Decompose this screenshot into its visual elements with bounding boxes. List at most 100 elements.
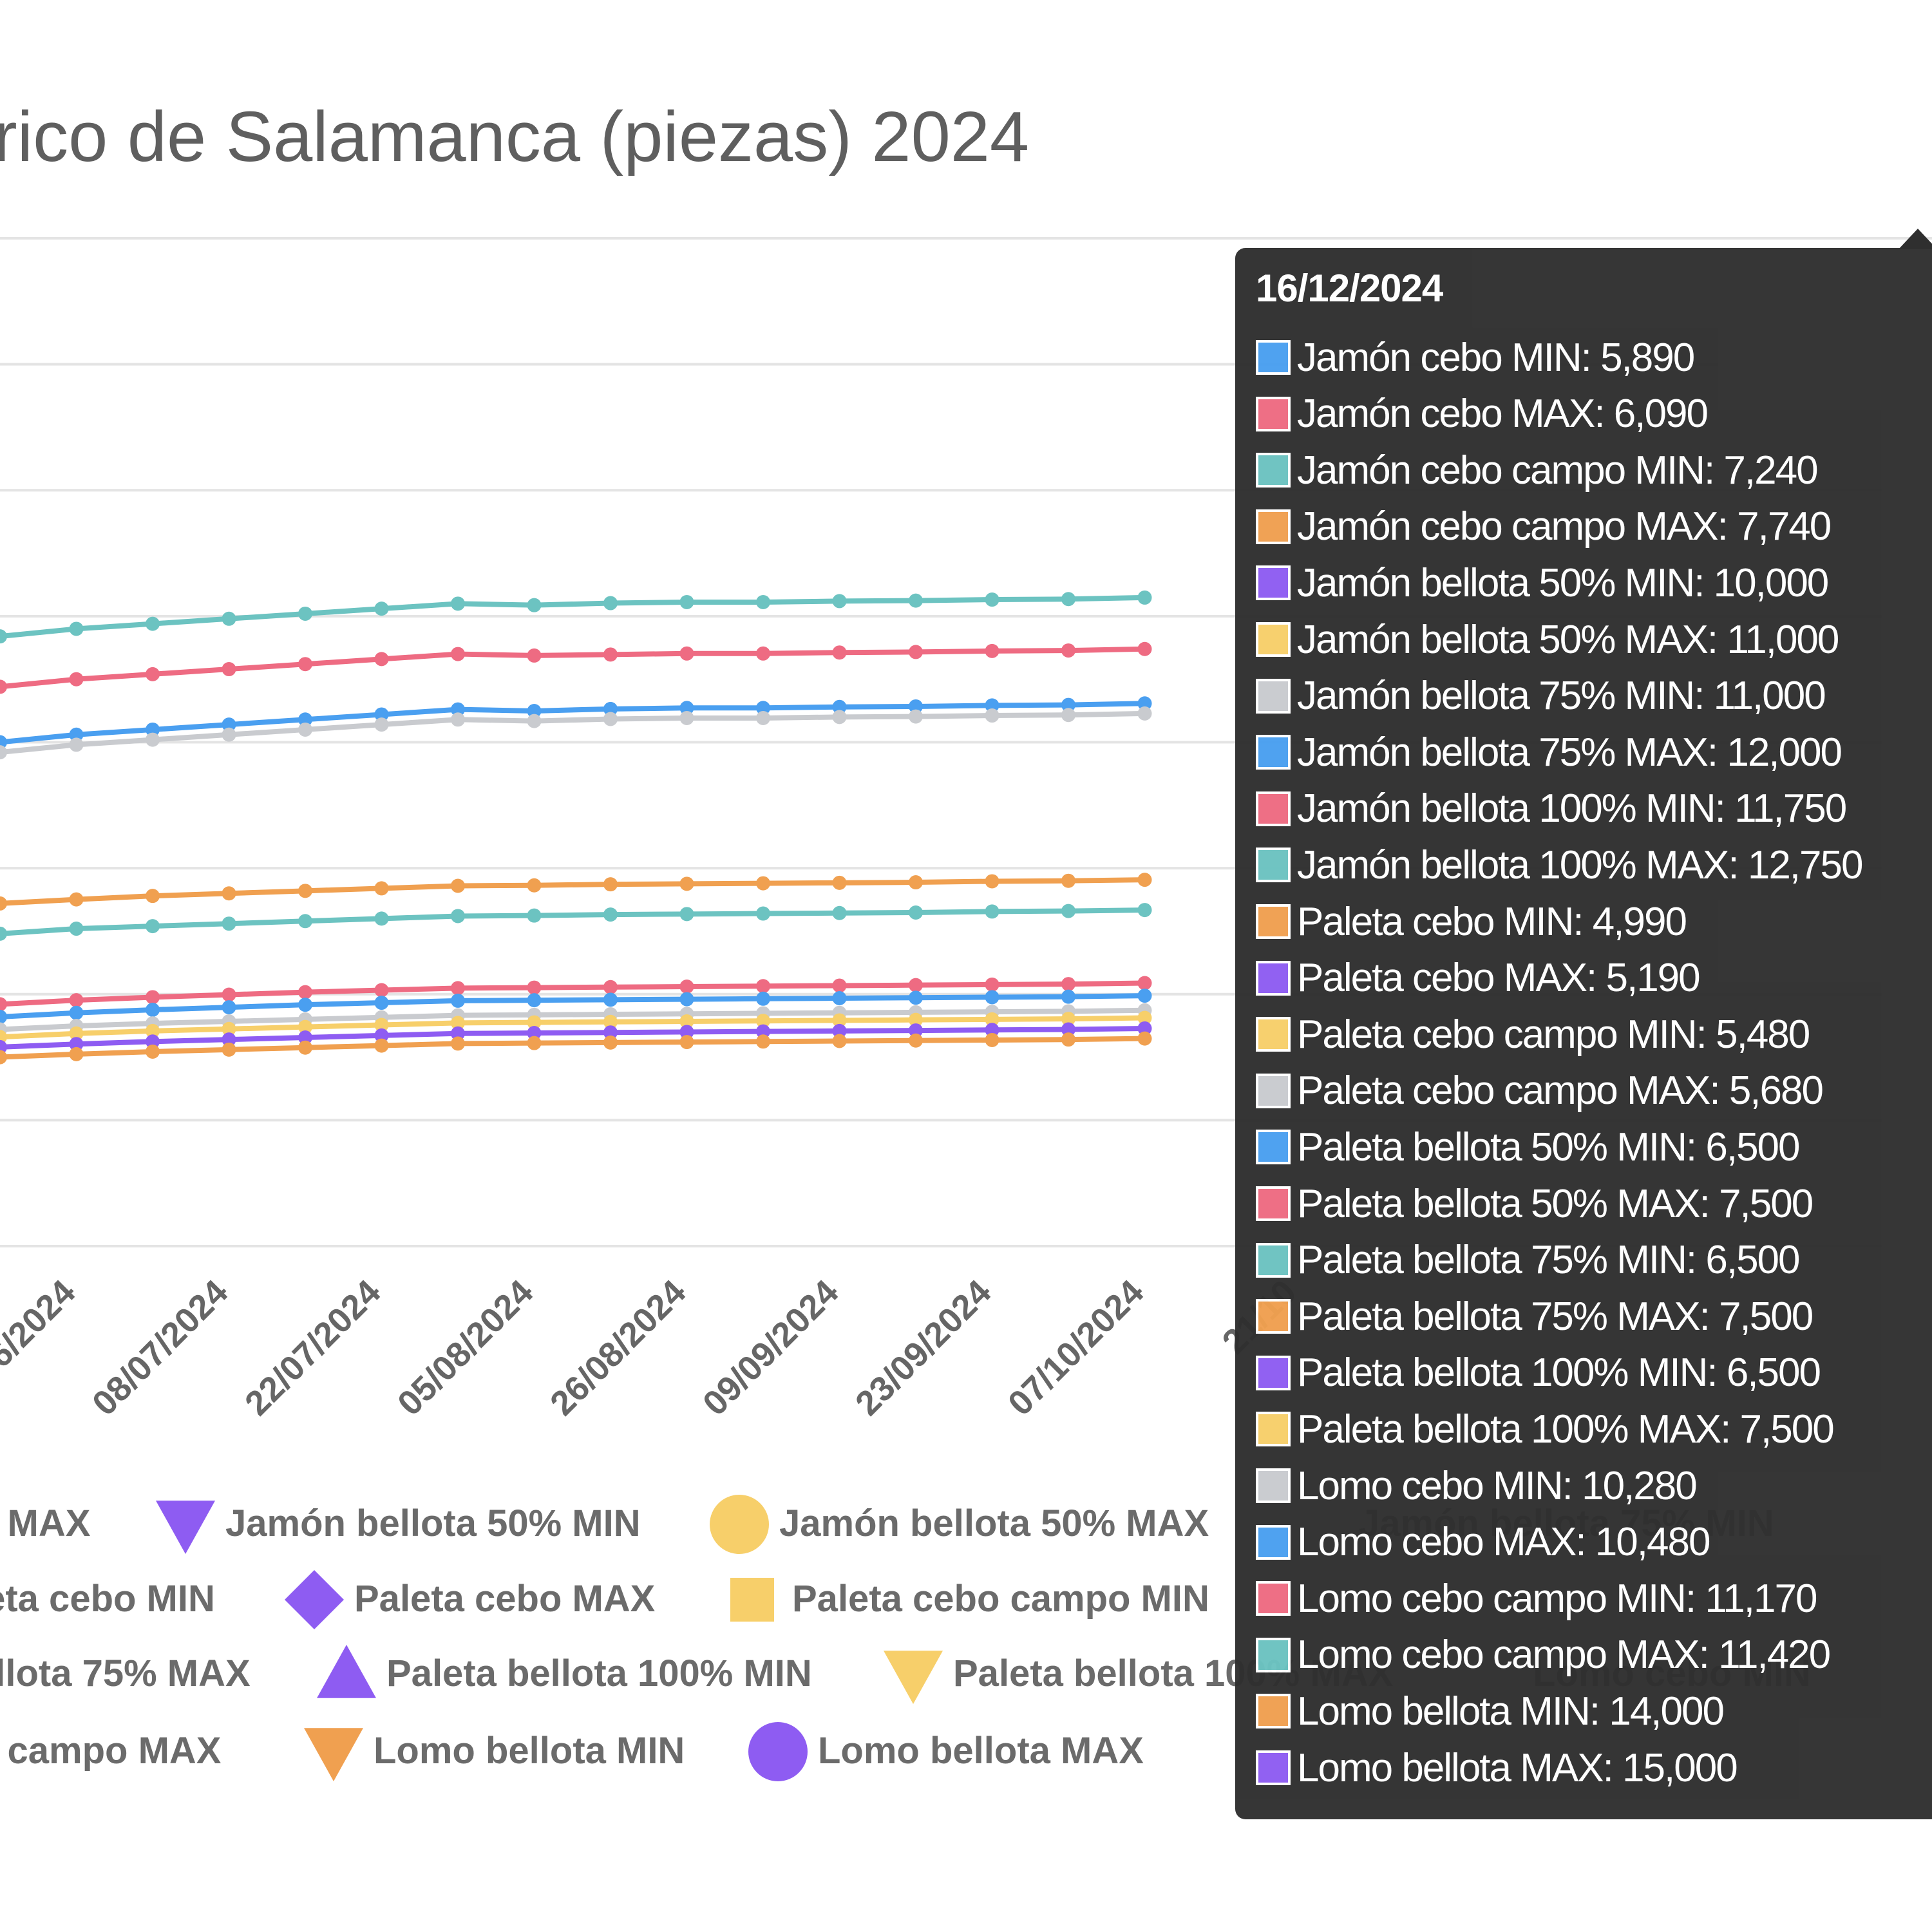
data-point[interactable] — [679, 1014, 694, 1029]
data-point[interactable] — [451, 712, 465, 727]
data-point[interactable] — [0, 997, 7, 1012]
data-point[interactable] — [451, 647, 465, 661]
data-point[interactable] — [756, 979, 770, 994]
data-point[interactable] — [298, 998, 312, 1012]
data-point[interactable] — [756, 1014, 770, 1028]
legend-item[interactable]: o MAX — [0, 1502, 91, 1544]
data-point[interactable] — [832, 978, 847, 993]
data-point[interactable] — [69, 1005, 84, 1020]
data-point[interactable] — [1061, 989, 1075, 1004]
data-point[interactable] — [909, 978, 923, 992]
data-point[interactable] — [985, 904, 999, 919]
data-point[interactable] — [679, 876, 694, 891]
data-point[interactable] — [603, 992, 618, 1007]
data-point[interactable] — [1137, 696, 1152, 711]
data-point[interactable] — [527, 1036, 542, 1050]
data-point[interactable] — [451, 909, 465, 923]
data-point[interactable] — [222, 727, 236, 742]
data-point[interactable] — [527, 1026, 542, 1041]
data-point[interactable] — [679, 701, 694, 715]
data-point[interactable] — [1137, 641, 1152, 656]
data-point[interactable] — [69, 922, 84, 936]
data-point[interactable] — [679, 1035, 694, 1050]
data-point[interactable] — [374, 707, 389, 722]
data-point[interactable] — [69, 727, 84, 742]
data-point[interactable] — [374, 996, 389, 1010]
data-point[interactable] — [679, 907, 694, 922]
data-point[interactable] — [69, 892, 84, 907]
data-point[interactable] — [222, 1032, 236, 1047]
data-point[interactable] — [527, 993, 542, 1008]
data-point[interactable] — [756, 906, 770, 921]
data-point[interactable] — [527, 703, 542, 718]
data-point[interactable] — [603, 1014, 618, 1029]
data-point[interactable] — [222, 1021, 236, 1036]
legend-item[interactable]: Jamón bellota 50% MIN — [156, 1501, 641, 1554]
data-point[interactable] — [603, 647, 618, 662]
data-point[interactable] — [374, 1018, 389, 1032]
data-point[interactable] — [909, 709, 923, 724]
data-point[interactable] — [756, 1024, 770, 1039]
data-point[interactable] — [1137, 1031, 1152, 1046]
data-point[interactable] — [756, 594, 770, 609]
data-point[interactable] — [451, 981, 465, 996]
data-point[interactable] — [1061, 643, 1075, 658]
data-point[interactable] — [1061, 977, 1075, 992]
data-point[interactable] — [146, 1023, 160, 1038]
legend-item[interactable]: ellota 75% MAX — [0, 1653, 251, 1694]
data-point[interactable] — [603, 1025, 618, 1040]
data-point[interactable] — [985, 1023, 999, 1037]
data-point[interactable] — [451, 1036, 465, 1051]
data-point[interactable] — [298, 1019, 312, 1034]
data-point[interactable] — [298, 1030, 312, 1045]
data-point[interactable] — [374, 1028, 389, 1043]
data-point[interactable] — [69, 1026, 84, 1041]
data-point[interactable] — [222, 886, 236, 901]
data-point[interactable] — [603, 712, 618, 726]
data-point[interactable] — [0, 629, 7, 644]
data-point[interactable] — [222, 987, 236, 1002]
data-point[interactable] — [679, 980, 694, 994]
data-point[interactable] — [374, 881, 389, 896]
data-point[interactable] — [1061, 708, 1075, 723]
data-point[interactable] — [298, 657, 312, 672]
legend-item[interactable]: Jamón bellota 50% MAX — [710, 1495, 1209, 1554]
data-point[interactable] — [985, 1012, 999, 1027]
legend-item[interactable]: Paleta bellota 100% MIN — [317, 1645, 812, 1698]
data-point[interactable] — [146, 990, 160, 1005]
data-point[interactable] — [1061, 697, 1075, 712]
data-point[interactable] — [1061, 873, 1075, 888]
data-point[interactable] — [985, 990, 999, 1005]
data-point[interactable] — [909, 1033, 923, 1048]
data-point[interactable] — [603, 980, 618, 994]
data-point[interactable] — [832, 875, 847, 890]
data-point[interactable] — [1061, 1032, 1075, 1047]
data-point[interactable] — [0, 896, 7, 911]
data-point[interactable] — [756, 991, 770, 1006]
data-point[interactable] — [374, 601, 389, 616]
data-point[interactable] — [1137, 1010, 1152, 1025]
data-point[interactable] — [909, 990, 923, 1005]
data-point[interactable] — [985, 708, 999, 723]
data-point[interactable] — [222, 611, 236, 626]
data-point[interactable] — [756, 710, 770, 725]
data-point[interactable] — [1061, 592, 1075, 607]
data-point[interactable] — [451, 596, 465, 611]
data-point[interactable] — [298, 606, 312, 621]
data-point[interactable] — [1137, 903, 1152, 918]
data-point[interactable] — [832, 905, 847, 920]
data-point[interactable] — [832, 991, 847, 1006]
data-point[interactable] — [374, 1038, 389, 1053]
data-point[interactable] — [527, 878, 542, 893]
data-point[interactable] — [527, 1015, 542, 1030]
data-point[interactable] — [69, 672, 84, 687]
data-point[interactable] — [374, 652, 389, 667]
data-point[interactable] — [69, 621, 84, 636]
legend-item[interactable]: Lomo bellota MAX — [748, 1722, 1144, 1781]
legend-item[interactable]: leta cebo MIN — [0, 1578, 215, 1620]
data-point[interactable] — [756, 1034, 770, 1049]
data-point[interactable] — [146, 722, 160, 737]
data-point[interactable] — [756, 646, 770, 661]
data-point[interactable] — [298, 1040, 312, 1055]
data-point[interactable] — [756, 876, 770, 891]
